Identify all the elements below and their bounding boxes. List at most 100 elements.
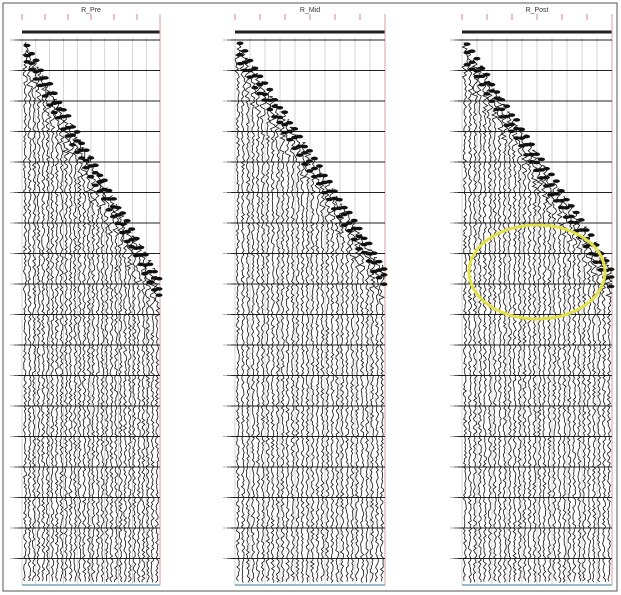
arrival-blob (375, 259, 383, 264)
arrival-blob (50, 91, 58, 96)
highlight-ellipse (467, 223, 607, 321)
wiggle-trace (89, 163, 97, 582)
arrival-blob (28, 61, 36, 66)
wiggle-trace (66, 123, 74, 582)
arrival-blob (572, 220, 580, 225)
wiggle-trace (585, 234, 593, 583)
wiggle-trace (581, 226, 588, 582)
wiggle-trace (556, 188, 564, 583)
arrival-blob (91, 163, 99, 168)
arrival-blob (23, 43, 31, 48)
arrival-blob (28, 51, 36, 56)
wiggle-trace (378, 264, 386, 582)
arrival-blob (281, 110, 289, 114)
arrival-blob (355, 226, 363, 231)
wiggle-trace (249, 65, 257, 583)
arrival-blob (271, 98, 279, 102)
arrival-blob (345, 228, 353, 233)
arrival-blob (365, 241, 373, 246)
arrival-blob (592, 260, 600, 264)
wiggle-trace (520, 134, 528, 582)
wiggle-trace (566, 203, 573, 583)
arrival-blob (478, 66, 486, 71)
arrival-blob (572, 210, 580, 215)
arrival-blob (73, 139, 81, 143)
arrival-blob (123, 218, 131, 223)
arrival-blob (557, 189, 565, 193)
arrival-blob (582, 228, 590, 232)
wiggle-trace (30, 58, 38, 582)
arrival-blob (286, 121, 294, 125)
wiggle-trace (44, 82, 52, 582)
wiggle-trace (149, 268, 156, 583)
arrival-blob (137, 245, 145, 250)
arrival-blob (552, 179, 560, 183)
arrival-blob (128, 227, 136, 231)
arrival-blob (542, 175, 550, 180)
arrival-blob (567, 204, 575, 208)
wiggle-trace (135, 243, 143, 583)
arrival-blob (310, 156, 318, 161)
wiggle-trace (541, 165, 549, 582)
wiggle-trace (62, 115, 70, 582)
wiggle-trace (338, 203, 346, 583)
arrival-blob (370, 251, 378, 256)
wiggle-trace (309, 157, 317, 583)
arrival-blob (310, 166, 318, 171)
arrival-blob (55, 100, 63, 105)
arrival-blob (105, 208, 113, 212)
arrival-blob (537, 157, 545, 162)
wiggle-trace (358, 234, 366, 583)
arrival-blob (306, 149, 314, 153)
wiggle-trace (560, 195, 568, 583)
wiggle-trace (81, 147, 88, 582)
arrival-blob (345, 210, 353, 215)
arrival-blob (528, 142, 536, 147)
arrival-blob (498, 97, 506, 102)
arrival-blob (246, 58, 254, 63)
arrival-blob (325, 189, 333, 194)
arrival-blob (478, 82, 486, 87)
arrival-blob (468, 49, 476, 54)
wiggle-trace (304, 149, 312, 583)
arrival-blob (266, 87, 274, 92)
wiggle-trace (131, 235, 138, 583)
arrival-blob (82, 158, 90, 163)
arrival-blob (301, 144, 309, 149)
arrival-blob (607, 284, 615, 289)
arrival-blob (261, 81, 269, 85)
arrival-blob (360, 236, 368, 241)
arrival-blob (286, 129, 294, 134)
arrival-blob (105, 188, 113, 193)
arrival-blob (503, 104, 511, 109)
arrival-blob (301, 151, 309, 155)
arrival-blob (340, 223, 348, 228)
arrival-blob (552, 199, 560, 203)
arrival-blob (46, 82, 54, 86)
wiggle-trace (467, 50, 474, 583)
arrival-blob (251, 85, 259, 90)
arrival-blob (291, 127, 299, 131)
arrival-blob (73, 130, 81, 134)
arrival-blob (577, 218, 585, 222)
arrival-blob (587, 233, 595, 237)
arrival-blob (493, 90, 501, 94)
arrival-blob (350, 226, 358, 231)
arrival-blob (236, 52, 244, 57)
wiggle-trace (470, 58, 479, 583)
wiggle-trace (259, 80, 267, 582)
arrival-blob (483, 81, 491, 85)
arrival-blob (261, 92, 269, 97)
wiggle-trace (279, 111, 287, 583)
arrival-blob (380, 267, 388, 271)
arrival-blob (607, 275, 615, 279)
wiggle-trace (289, 126, 296, 582)
arrival-blob (132, 236, 140, 241)
arrival-blob (320, 173, 328, 178)
wiggle-trace (500, 103, 509, 583)
arrival-blob (141, 252, 149, 257)
arrival-blob (64, 114, 72, 118)
arrival-blob (251, 66, 259, 71)
arrival-blob (483, 92, 491, 96)
arrival-blob (508, 129, 516, 134)
